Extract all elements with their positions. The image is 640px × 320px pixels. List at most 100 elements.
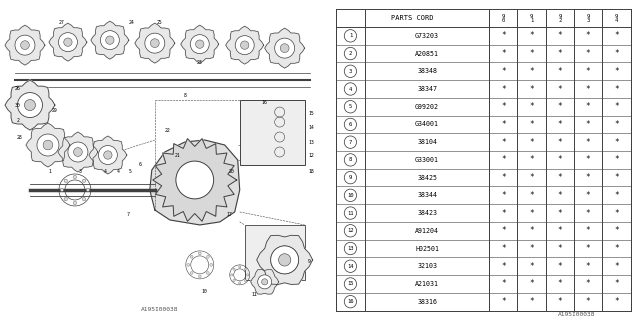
Polygon shape <box>58 132 98 172</box>
Circle shape <box>176 161 214 199</box>
Text: 7: 7 <box>127 212 129 217</box>
Text: *: * <box>557 84 562 93</box>
Text: *: * <box>614 244 619 253</box>
Text: *: * <box>557 120 562 129</box>
Text: *: * <box>586 31 591 40</box>
Text: 30: 30 <box>15 103 21 108</box>
Text: 2: 2 <box>349 51 352 56</box>
Text: 5: 5 <box>129 170 131 174</box>
Circle shape <box>100 31 119 50</box>
Circle shape <box>210 263 212 266</box>
Circle shape <box>241 41 249 49</box>
Text: *: * <box>501 226 506 235</box>
Polygon shape <box>5 25 45 65</box>
Text: A91204: A91204 <box>415 228 439 234</box>
Text: A21031: A21031 <box>415 281 439 287</box>
Circle shape <box>64 38 72 46</box>
Text: 17: 17 <box>227 212 232 217</box>
Text: 32103: 32103 <box>417 263 437 269</box>
Text: 9
3: 9 3 <box>586 13 589 23</box>
Text: 15: 15 <box>347 282 354 286</box>
Text: *: * <box>586 226 591 235</box>
Text: 18: 18 <box>308 170 314 174</box>
Text: 38425: 38425 <box>417 175 437 180</box>
Polygon shape <box>150 140 240 225</box>
Circle shape <box>207 272 209 274</box>
Text: *: * <box>586 120 591 129</box>
Circle shape <box>24 100 35 110</box>
Text: 38423: 38423 <box>417 210 437 216</box>
Circle shape <box>190 272 193 274</box>
Text: 27: 27 <box>59 20 65 25</box>
Text: *: * <box>586 279 591 288</box>
Text: *: * <box>586 297 591 306</box>
Polygon shape <box>180 25 219 63</box>
Circle shape <box>145 33 165 53</box>
Circle shape <box>230 274 233 276</box>
Text: 16: 16 <box>347 299 354 304</box>
Text: *: * <box>501 49 506 58</box>
Text: 6: 6 <box>349 122 352 127</box>
Text: 10: 10 <box>202 289 207 294</box>
Circle shape <box>233 279 235 282</box>
Text: *: * <box>586 49 591 58</box>
Text: 8: 8 <box>183 92 186 98</box>
Circle shape <box>73 201 77 204</box>
Polygon shape <box>257 235 312 284</box>
Text: G99202: G99202 <box>415 104 439 110</box>
Text: *: * <box>586 156 591 164</box>
Circle shape <box>284 270 286 273</box>
Circle shape <box>187 263 189 266</box>
Text: *: * <box>529 262 534 271</box>
Text: H02501: H02501 <box>415 245 439 252</box>
Text: *: * <box>529 279 534 288</box>
Text: *: * <box>586 67 591 76</box>
Text: *: * <box>586 209 591 218</box>
Text: *: * <box>557 31 562 40</box>
Circle shape <box>190 255 193 258</box>
Circle shape <box>190 35 209 54</box>
Text: *: * <box>501 156 506 164</box>
Polygon shape <box>226 26 264 64</box>
Text: *: * <box>557 138 562 147</box>
Text: 11: 11 <box>347 211 354 216</box>
Text: *: * <box>529 244 534 253</box>
Text: *: * <box>501 191 506 200</box>
Text: 1: 1 <box>349 33 352 38</box>
Polygon shape <box>265 28 305 68</box>
Circle shape <box>295 259 298 261</box>
Text: 28: 28 <box>17 134 23 140</box>
Text: A195I00038: A195I00038 <box>557 312 595 317</box>
Text: 38347: 38347 <box>417 86 437 92</box>
Circle shape <box>262 279 268 285</box>
Text: *: * <box>614 262 619 271</box>
Circle shape <box>106 36 114 44</box>
Text: 22: 22 <box>165 128 171 132</box>
Text: 1: 1 <box>49 170 51 174</box>
Circle shape <box>291 267 294 269</box>
Circle shape <box>207 255 209 258</box>
Text: *: * <box>529 102 534 111</box>
Circle shape <box>43 140 52 150</box>
Circle shape <box>20 41 29 50</box>
Text: *: * <box>557 191 562 200</box>
Text: *: * <box>529 31 534 40</box>
Text: *: * <box>557 156 562 164</box>
Text: 7: 7 <box>349 140 352 145</box>
Text: 24: 24 <box>129 20 134 25</box>
Text: G34001: G34001 <box>415 122 439 127</box>
Polygon shape <box>135 23 175 63</box>
Text: *: * <box>614 84 619 93</box>
Text: *: * <box>586 191 591 200</box>
Text: 25: 25 <box>157 20 163 25</box>
Circle shape <box>86 188 90 192</box>
Text: 21: 21 <box>175 153 180 157</box>
Text: *: * <box>529 84 534 93</box>
Polygon shape <box>153 139 237 221</box>
Text: 6: 6 <box>138 163 141 167</box>
Text: *: * <box>614 279 619 288</box>
Text: 4: 4 <box>116 170 119 174</box>
Text: *: * <box>614 31 619 40</box>
Text: *: * <box>557 67 562 76</box>
Circle shape <box>196 40 204 48</box>
